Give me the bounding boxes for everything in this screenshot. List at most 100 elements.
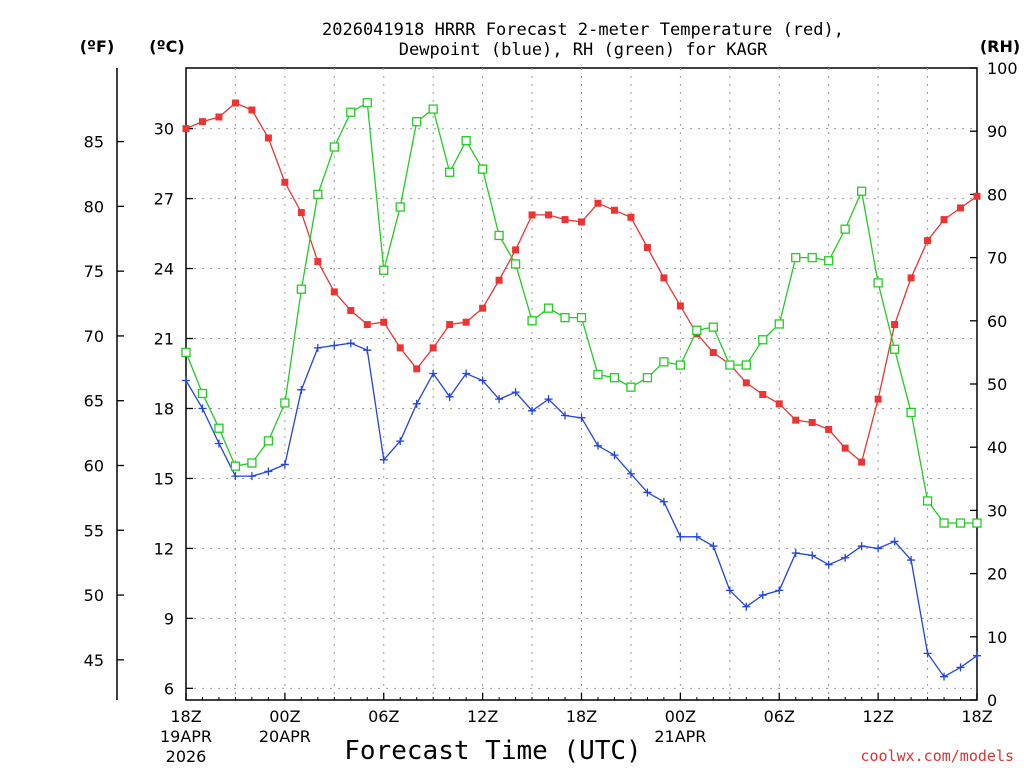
- temperature-point: [215, 113, 223, 121]
- temperature-point: [314, 258, 322, 266]
- celsius-tick-label: 9: [164, 609, 174, 628]
- temperature-point: [396, 344, 404, 352]
- temperature-point: [182, 125, 190, 133]
- temperature-point: [660, 274, 668, 282]
- temperature-point: [528, 211, 536, 219]
- temperature-point: [742, 379, 750, 387]
- temperature-point: [874, 395, 882, 403]
- dewpoint-point: [396, 437, 405, 446]
- temperature-point: [924, 237, 932, 245]
- celsius-tick-label: 6: [164, 679, 174, 698]
- x-tick-label: 00Z: [269, 707, 300, 726]
- dewpoint-point: [923, 649, 932, 658]
- dewpoint-point: [643, 488, 652, 497]
- rh-point: [412, 117, 422, 127]
- dewpoint-point: [758, 591, 767, 600]
- dewpoint-point: [330, 341, 339, 350]
- dewpoint-point: [808, 551, 817, 560]
- temperature-point: [676, 302, 684, 310]
- rh-point: [560, 312, 570, 323]
- rh-tick-label: 10: [987, 628, 1007, 647]
- rh-point: [856, 186, 867, 196]
- dewpoint-point: [478, 376, 487, 385]
- temperature-point: [413, 365, 421, 373]
- dewpoint-point: [956, 663, 965, 672]
- dewpoint-point: [775, 586, 784, 595]
- dewpoint-point: [841, 553, 850, 562]
- temperature-point: [281, 178, 289, 186]
- temperature-point: [808, 418, 816, 426]
- rh-tick-label: 40: [987, 438, 1007, 457]
- fahrenheit-tick-label: 75: [84, 262, 104, 281]
- temperature-point: [495, 276, 503, 284]
- dewpoint-point: [692, 532, 701, 541]
- x-date-label: 20APR: [259, 727, 311, 746]
- fahrenheit-tick-label: 70: [84, 327, 104, 346]
- celsius-tick-label: 24: [154, 260, 174, 279]
- rh-point: [494, 230, 504, 241]
- temperature-point: [957, 204, 965, 212]
- rh-point: [263, 436, 274, 446]
- dewpoint-point: [824, 560, 833, 569]
- chart-title-line2: Dewpoint (blue), RH (green) for KAGR: [399, 40, 768, 60]
- dewpoint-point: [907, 556, 916, 565]
- dewpoint-point: [445, 392, 454, 401]
- temperature-point: [198, 118, 206, 126]
- dewpoint-point: [709, 542, 718, 551]
- dewpoint-point: [182, 376, 190, 385]
- dewpoint-point: [313, 343, 322, 352]
- dewpoint-point: [791, 549, 800, 558]
- rh-tick-label: 60: [987, 312, 1007, 331]
- rh-point: [527, 316, 537, 326]
- dewpoint-point: [610, 451, 619, 460]
- dewpoint-point: [725, 586, 734, 595]
- rh-point: [675, 360, 686, 370]
- rh-tick-label: 0: [987, 691, 997, 710]
- rh-tick-label: 80: [987, 185, 1007, 204]
- celsius-unit-label: (ºC): [149, 37, 184, 56]
- rh-tick-label: 100: [987, 59, 1018, 78]
- rh-point: [824, 256, 834, 266]
- rh-point: [296, 284, 307, 294]
- dewpoint-point: [973, 651, 981, 660]
- rh-point: [659, 357, 669, 367]
- temperature-point: [891, 321, 899, 329]
- dewpoint-point: [528, 406, 537, 415]
- dewpoint-point: [264, 467, 273, 476]
- dewpoint-point: [659, 497, 668, 506]
- rh-point: [972, 518, 982, 528]
- rh-unit-label: (RH): [980, 37, 1020, 56]
- rh-point: [955, 518, 966, 528]
- x-year-label: 2026: [166, 747, 207, 766]
- temperature-point: [429, 344, 437, 352]
- temperature-point: [643, 244, 651, 252]
- rh-point: [346, 107, 356, 117]
- rh-point: [230, 461, 241, 471]
- rh-point: [428, 104, 438, 114]
- rh-point: [922, 496, 933, 506]
- temperature-point: [347, 307, 355, 315]
- temperature-point: [248, 106, 256, 114]
- rh-point: [725, 360, 735, 370]
- rh-point: [642, 373, 653, 383]
- rh-point: [461, 136, 471, 146]
- rh-point: [609, 373, 620, 383]
- temperature-point: [610, 206, 618, 214]
- rh-point: [379, 265, 389, 275]
- celsius-tick-label: 30: [154, 120, 174, 139]
- temperature-point: [792, 416, 800, 424]
- fahrenheit-tick-label: 55: [84, 521, 104, 540]
- dewpoint-point: [874, 544, 883, 553]
- dewpoint-point: [593, 441, 602, 450]
- x-tick-label: 12Z: [862, 707, 893, 726]
- fahrenheit-tick-label: 60: [84, 456, 104, 475]
- rh-point: [181, 347, 191, 358]
- x-date-label: 19APR: [160, 727, 212, 746]
- dewpoint-point: [462, 369, 471, 378]
- chart-title-line1: 2026041918 HRRR Forecast 2-meter Tempera…: [322, 20, 844, 40]
- rh-point: [939, 518, 949, 528]
- fahrenheit-tick-label: 80: [84, 197, 104, 216]
- dewpoint-point: [940, 672, 949, 681]
- rh-series: [181, 98, 982, 528]
